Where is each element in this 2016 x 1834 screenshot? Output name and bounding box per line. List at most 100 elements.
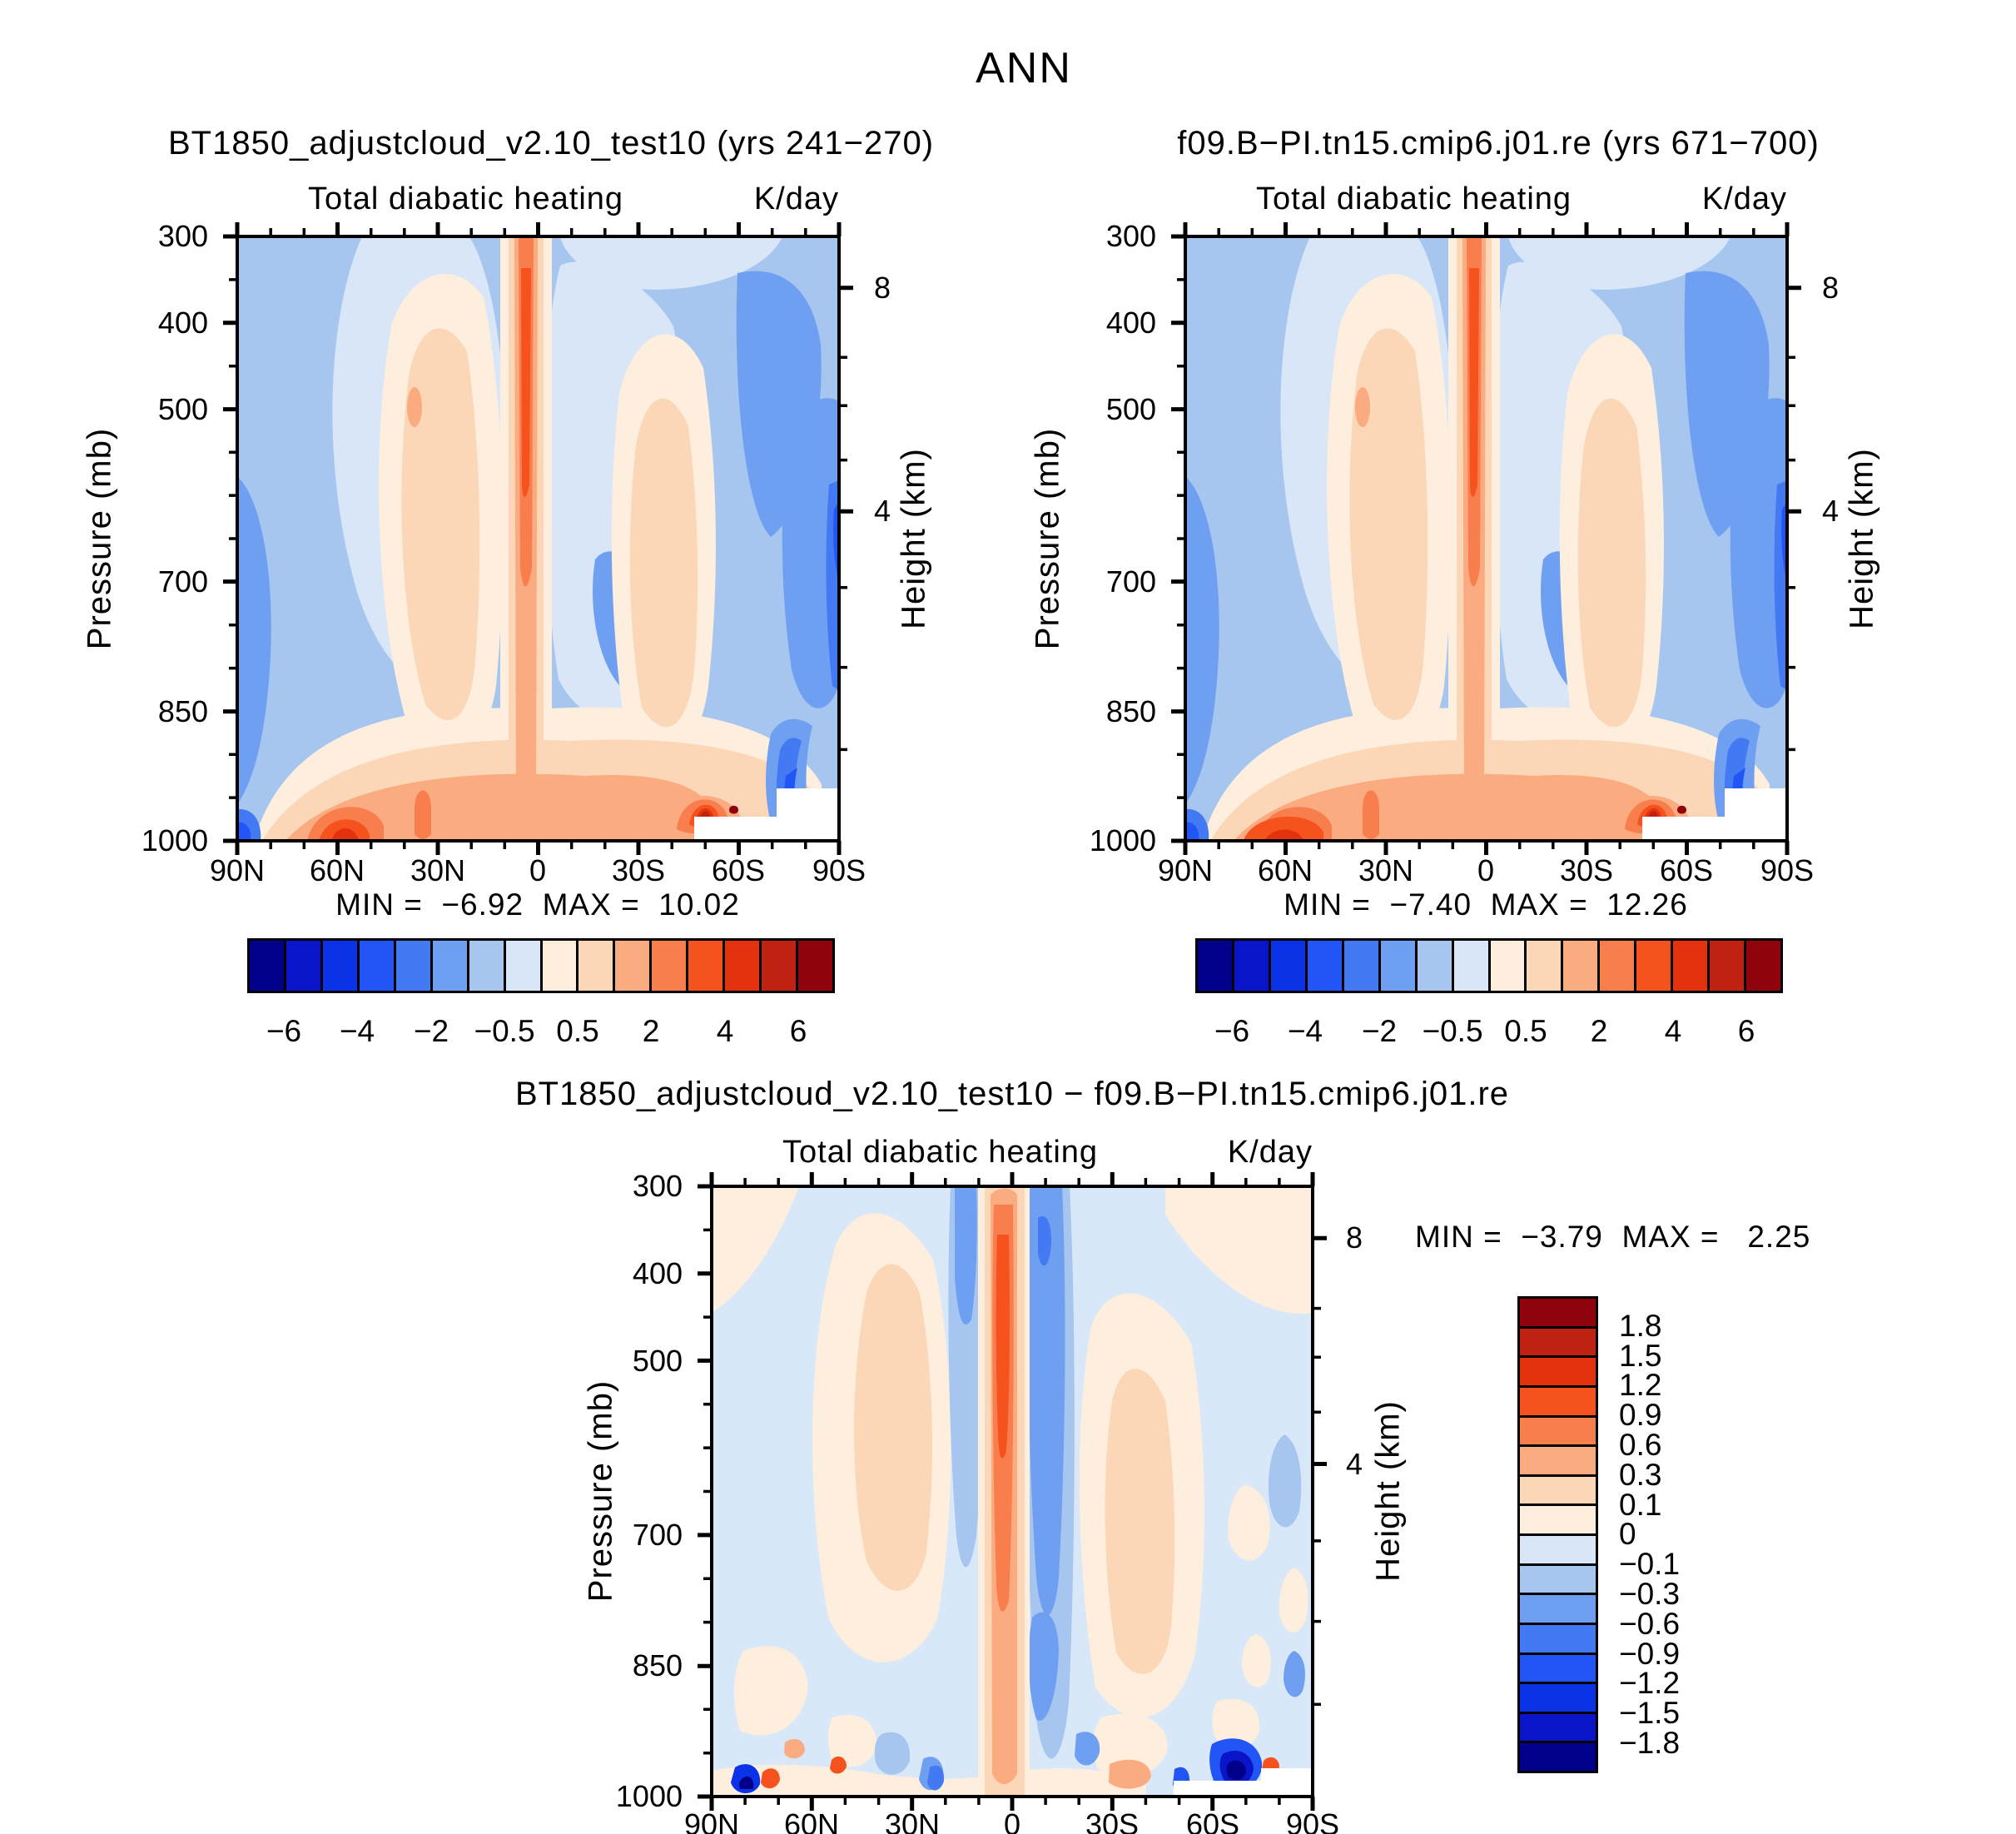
x-tick: 30N <box>884 1807 941 1834</box>
colorbar-cell <box>1414 941 1452 991</box>
colorbar-label: −0.3 <box>1619 1577 1681 1611</box>
y-tick: 1000 <box>141 823 208 857</box>
units-label-top-left: K/day <box>753 181 839 216</box>
units-label-top-right: K/day <box>1701 181 1787 216</box>
colorbar-label: 1.8 <box>1619 1309 1662 1343</box>
colorbar-label: −1.2 <box>1619 1666 1681 1700</box>
colorbar-cell <box>320 941 357 991</box>
y-axis-label-top-left: Pressure (mb) <box>81 427 118 650</box>
field-label-difference: Total diabatic heating <box>782 1135 1099 1170</box>
contour-plot-top-left <box>217 216 859 861</box>
field-label-top-right: Total diabatic heating <box>1256 181 1572 216</box>
y-tick: 400 <box>157 306 208 340</box>
x-tick: 60N <box>1257 853 1313 887</box>
x-tick: 30S <box>1085 1807 1140 1834</box>
y-axis-label-difference: Pressure (mb) <box>582 1379 619 1603</box>
colorbar-cell <box>1744 941 1780 991</box>
colorbar-cell <box>1231 941 1269 991</box>
colorbar-label: −4 <box>339 1014 375 1048</box>
colorbar-label: −6 <box>1214 1014 1250 1048</box>
colorbar-label: −0.5 <box>474 1014 535 1048</box>
field-label-top-left: Total diabatic heating <box>308 181 624 216</box>
y-tick: 300 <box>1105 219 1156 253</box>
contour-plot-top-right <box>1165 216 1807 861</box>
colorbar-cell <box>1520 1533 1596 1563</box>
y-tick: 850 <box>632 1648 683 1682</box>
colorbar-label: 4 <box>1664 1014 1682 1048</box>
colorbar-label: −1.5 <box>1619 1696 1681 1730</box>
colorbar-label: 0.3 <box>1619 1458 1662 1492</box>
y2-tick: 8 <box>874 271 891 305</box>
y-tick: 700 <box>157 564 208 599</box>
colorbar-label: 0.5 <box>1504 1014 1547 1048</box>
y2-tick: 8 <box>1346 1220 1363 1255</box>
colorbar-top-right <box>1195 938 1783 993</box>
colorbar-label: 0.9 <box>1619 1398 1662 1432</box>
colorbar-cell <box>1634 941 1671 991</box>
colorbar-cell <box>1378 941 1415 991</box>
y-axis-label-top-right: Pressure (mb) <box>1029 427 1066 650</box>
colorbar-label: 2 <box>642 1014 660 1048</box>
colorbar-cell <box>1520 1652 1596 1682</box>
y2-tick: 8 <box>1822 271 1840 305</box>
min-max-stats-top-left: MIN = −6.92 MAX = 10.02 <box>335 887 740 922</box>
x-tick: 30N <box>1358 853 1414 887</box>
y-tick: 500 <box>157 392 208 426</box>
colorbar-cell <box>430 941 467 991</box>
units-label-difference: K/day <box>1227 1135 1313 1170</box>
colorbar-label: −0.9 <box>1619 1637 1681 1671</box>
colorbar-cell <box>1520 1414 1596 1445</box>
colorbar-cell <box>1524 941 1562 991</box>
colorbar-cell <box>1671 941 1708 991</box>
colorbar-label: 4 <box>716 1014 734 1048</box>
colorbar-cell <box>1198 941 1232 991</box>
figure-title: ANN <box>976 44 1072 92</box>
colorbar-label: 2 <box>1590 1014 1608 1048</box>
x-tick: 90N <box>683 1807 740 1834</box>
colorbar-cell <box>1520 1299 1596 1326</box>
colorbar-cell <box>1520 1741 1596 1771</box>
colorbar-cell <box>1520 1444 1596 1474</box>
x-tick: 60S <box>711 853 766 887</box>
colorbar-cell <box>356 941 394 991</box>
x-tick: 60N <box>309 853 365 887</box>
colorbar-cell <box>1520 1474 1596 1504</box>
contour-detail <box>1244 817 1323 841</box>
y2-tick: 4 <box>1822 494 1840 528</box>
colorbar-label: 1.2 <box>1619 1368 1662 1402</box>
y-tick: 850 <box>157 694 208 728</box>
colorbar-cell <box>503 941 540 991</box>
y-tick: 1000 <box>1089 823 1156 857</box>
colorbar-top-left <box>247 938 835 993</box>
colorbar-cell <box>1561 941 1598 991</box>
colorbar-cell <box>1487 941 1525 991</box>
colorbar-cell <box>1520 1563 1596 1593</box>
colorbar-label: 1.5 <box>1619 1339 1662 1373</box>
y-tick: 400 <box>632 1256 683 1290</box>
x-tick: 0 <box>1003 1807 1021 1834</box>
colorbar-label: −2 <box>1361 1014 1398 1048</box>
colorbar-cell <box>1520 1622 1596 1653</box>
y-tick: 300 <box>632 1169 683 1203</box>
x-tick: 90N <box>209 853 266 887</box>
x-tick: 90S <box>812 853 866 887</box>
y-tick: 400 <box>1105 306 1156 340</box>
y-tick: 300 <box>157 219 208 253</box>
x-tick: 0 <box>1477 853 1495 887</box>
colorbar-label: −1.8 <box>1619 1726 1681 1760</box>
colorbar-cell <box>1268 941 1305 991</box>
x-tick: 30S <box>611 853 666 887</box>
y2-tick: 4 <box>1346 1447 1363 1481</box>
x-tick: 30N <box>410 853 466 887</box>
colorbar-cell <box>1520 1325 1596 1356</box>
min-max-stats-difference: MIN = −3.79 MAX = 2.25 <box>1415 1220 1811 1254</box>
x-tick: 60S <box>1659 853 1714 887</box>
y-tick: 700 <box>632 1518 683 1552</box>
colorbar-cell <box>649 941 687 991</box>
colorbar-cell <box>796 941 832 991</box>
colorbar-cell <box>1451 941 1488 991</box>
colorbar-cell <box>1597 941 1635 991</box>
y2-tick: 4 <box>874 494 891 528</box>
contour-plot-difference <box>692 1166 1333 1817</box>
colorbar-cell <box>613 941 650 991</box>
